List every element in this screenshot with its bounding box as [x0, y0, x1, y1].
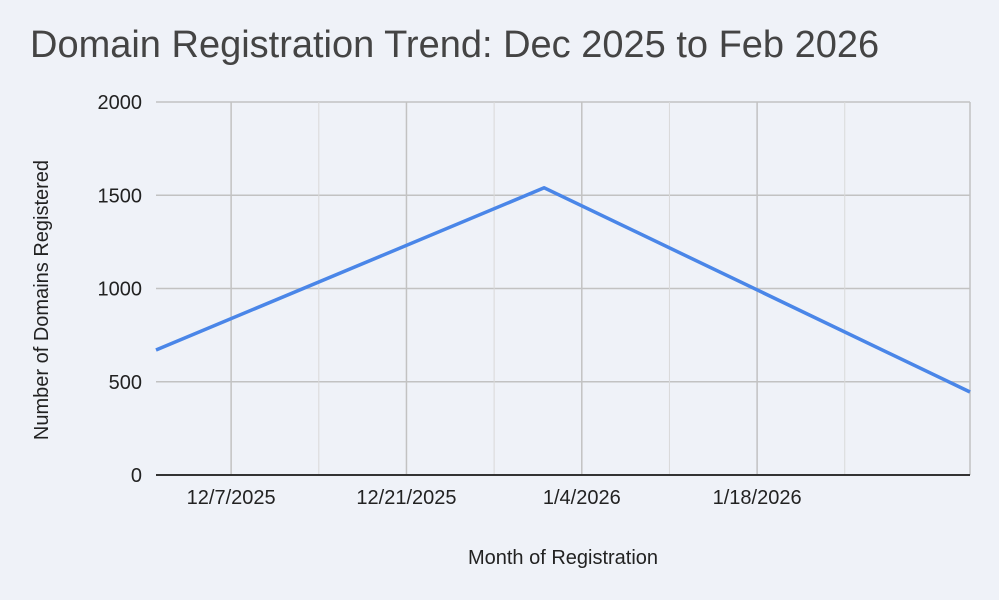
- x-tick-label: 12/7/2025: [187, 487, 276, 509]
- x-tick-label: 1/18/2026: [713, 487, 802, 509]
- chart-title: Domain Registration Trend: Dec 2025 to F…: [30, 24, 880, 66]
- x-tick-label: 12/21/2025: [356, 487, 456, 509]
- x-axis-title: Month of Registration: [468, 547, 658, 569]
- y-axis-title: Number of Domains Registered: [31, 160, 53, 440]
- y-tick-label: 0: [131, 465, 142, 487]
- y-tick-label: 2000: [98, 92, 143, 114]
- tick-labels: 0 500 1000 1500 2000 12/7/2025 12/21/2025 1/4/2…: [98, 92, 802, 509]
- x-tick-label: 1/4/2026: [543, 487, 621, 509]
- gridlines: [156, 101, 971, 476]
- y-tick-label: 1000: [98, 279, 143, 301]
- y-tick-label: 1500: [98, 185, 143, 207]
- series-layer: [155, 186, 971, 394]
- y-tick-label: 500: [109, 372, 142, 394]
- series-line: [155, 186, 971, 394]
